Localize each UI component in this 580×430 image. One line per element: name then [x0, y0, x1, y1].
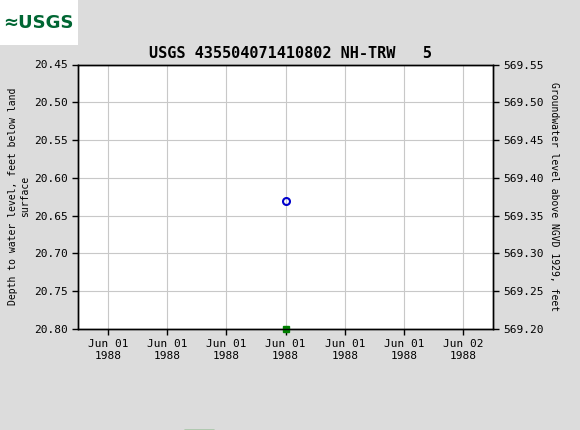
Y-axis label: Groundwater level above NGVD 1929, feet: Groundwater level above NGVD 1929, feet [549, 82, 560, 311]
Text: USGS 435504071410802 NH-TRW   5: USGS 435504071410802 NH-TRW 5 [148, 46, 432, 61]
Bar [0, 0, 78, 45]
Legend: Period of approved data: Period of approved data [180, 425, 392, 430]
Y-axis label: Depth to water level, feet below land
surface: Depth to water level, feet below land su… [8, 88, 30, 305]
Text: ≈USGS: ≈USGS [3, 14, 74, 31]
